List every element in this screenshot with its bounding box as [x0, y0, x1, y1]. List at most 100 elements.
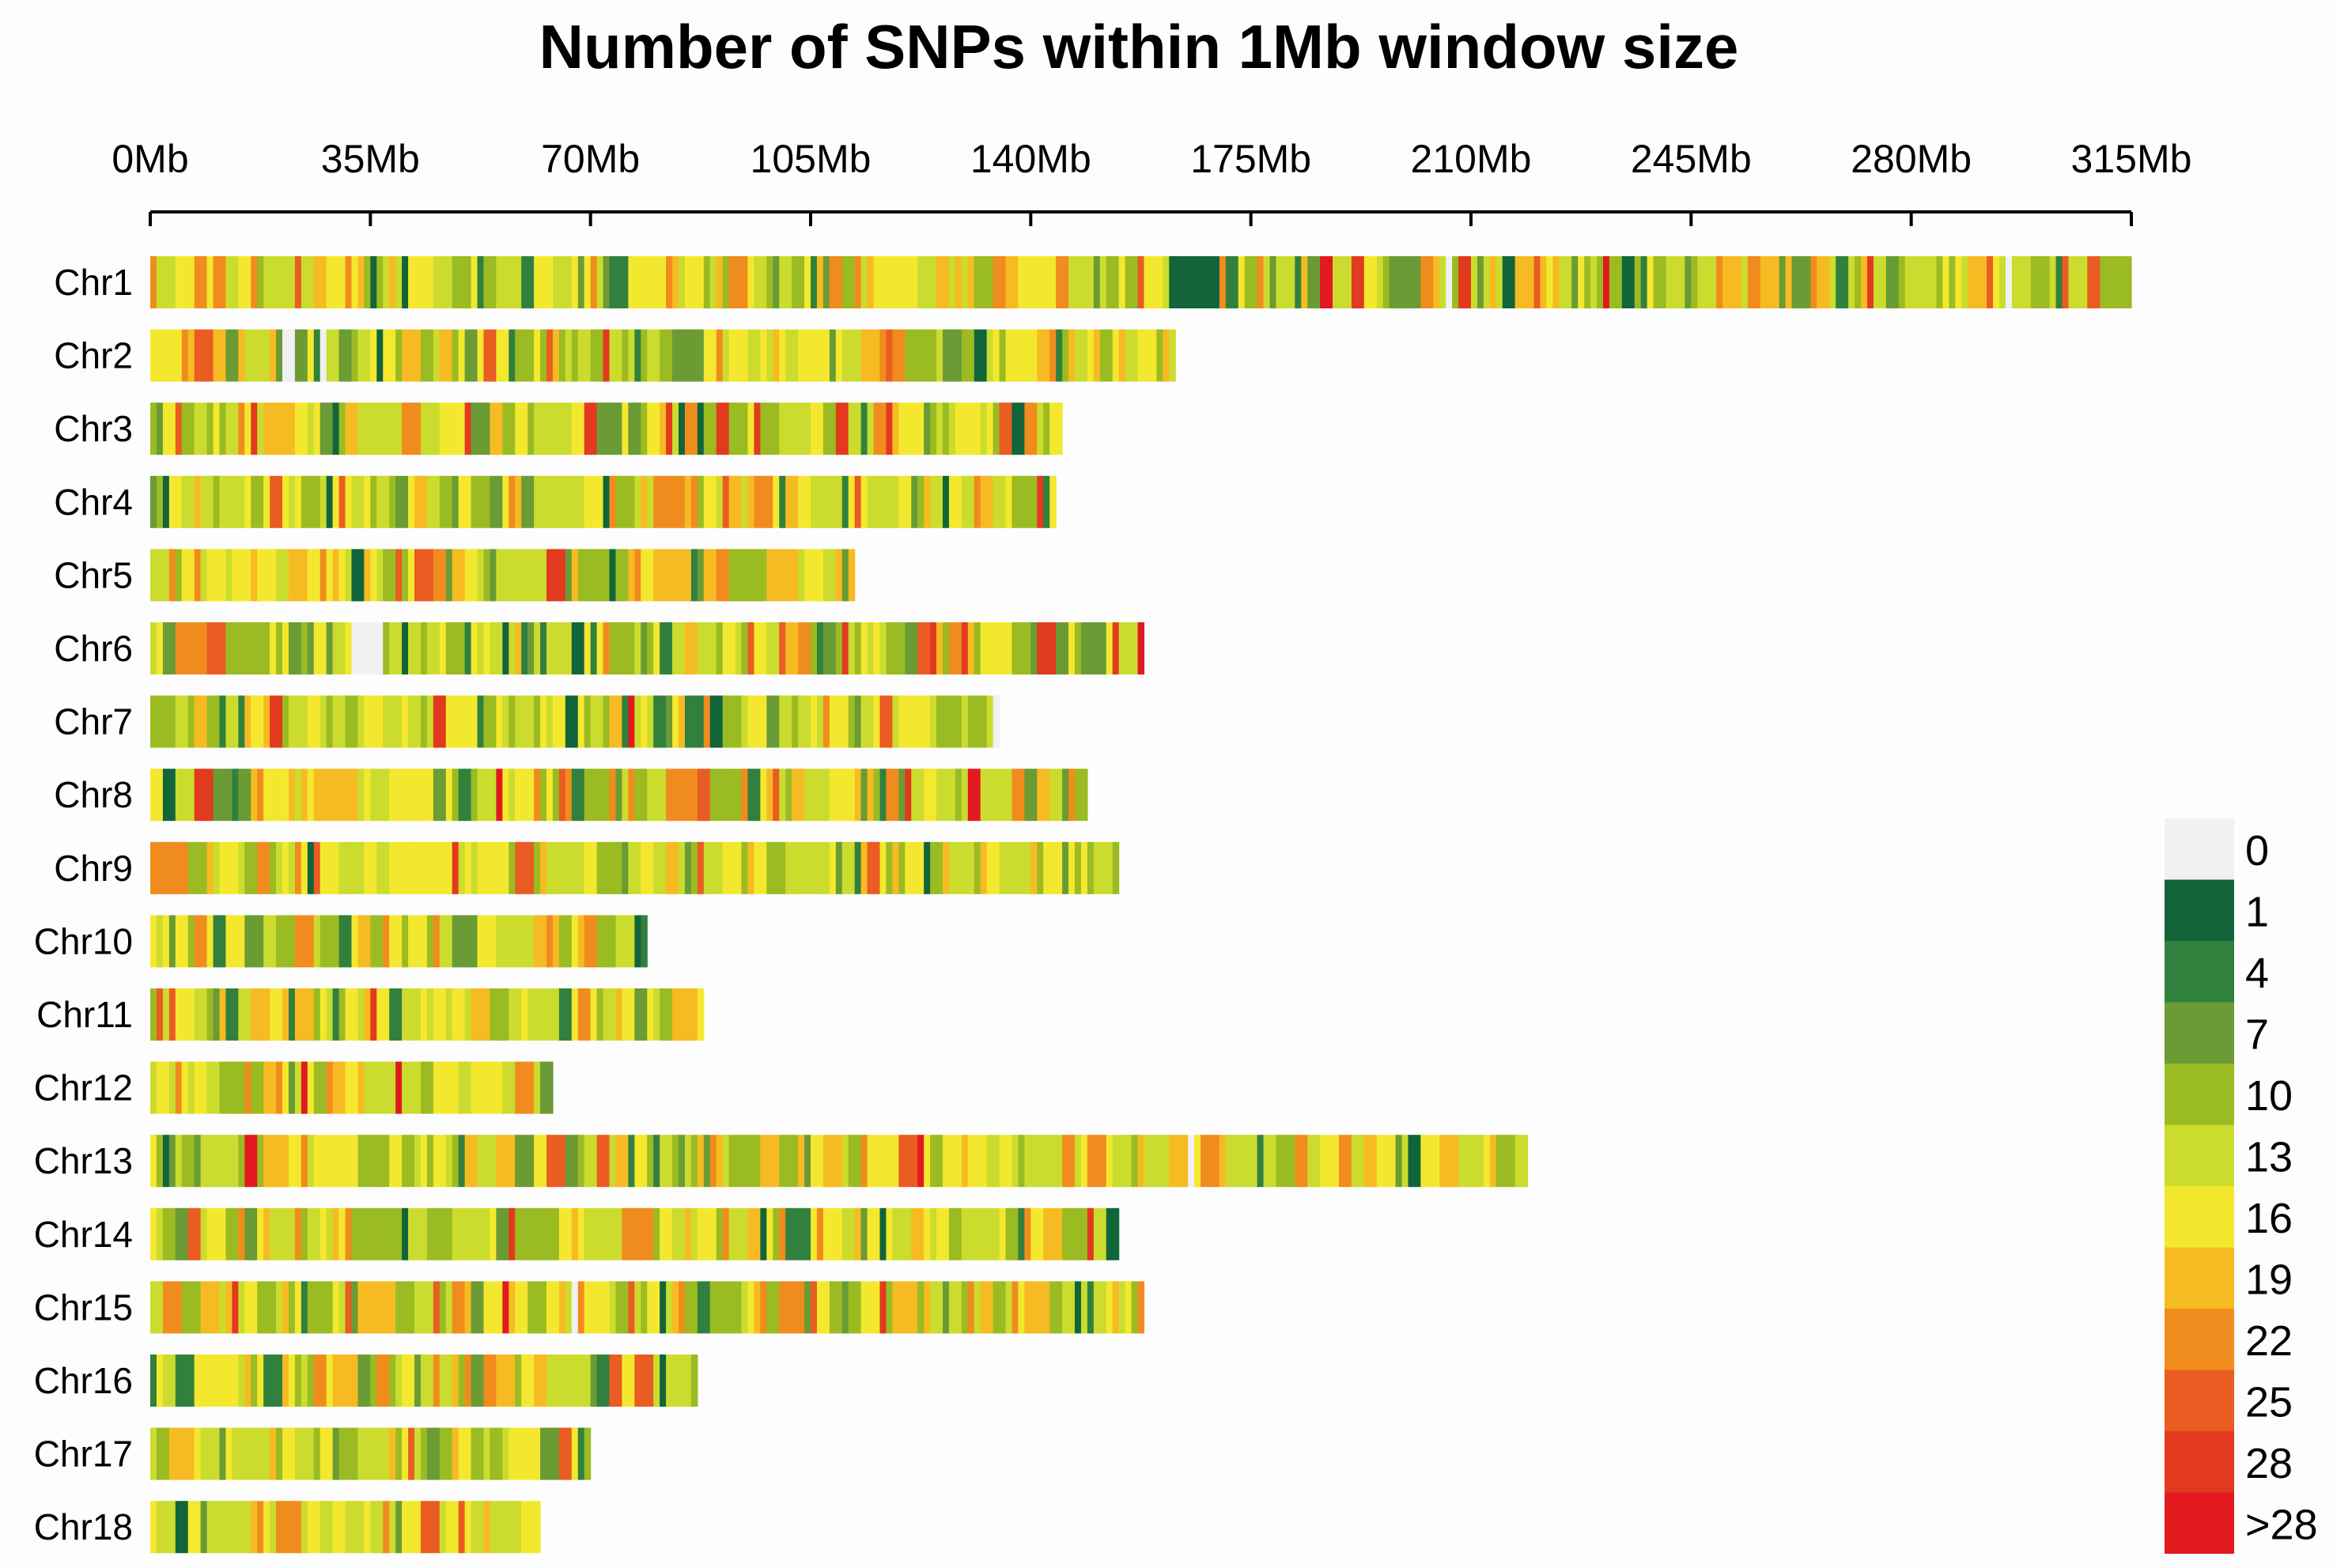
snp-window-cell	[980, 1207, 988, 1260]
snp-window-cell	[458, 1355, 466, 1407]
snp-window-cell	[509, 1281, 516, 1334]
snp-window-cell	[332, 769, 340, 822]
snp-window-cell	[690, 475, 698, 528]
snp-window-cell	[156, 1281, 164, 1334]
snp-window-cell	[301, 1135, 308, 1188]
snp-window-cell	[679, 402, 686, 455]
snp-window-cell	[660, 769, 667, 822]
snp-window-cell	[156, 1501, 164, 1554]
snp-window-cell	[590, 549, 598, 602]
snp-window-cell	[936, 256, 943, 308]
snp-window-cell	[879, 329, 887, 382]
snp-window-cell	[552, 549, 560, 602]
snp-window-cell	[760, 1281, 767, 1334]
snp-window-cell	[502, 988, 509, 1041]
snp-window-cell	[811, 329, 818, 382]
snp-window-cell	[326, 549, 334, 602]
snp-window-cell	[854, 402, 862, 455]
snp-window-cell	[558, 1281, 566, 1334]
snp-window-cell	[426, 475, 434, 528]
snp-window-cell	[1131, 622, 1139, 674]
snp-window-cell	[936, 1135, 943, 1188]
snp-window-cell	[1188, 256, 1195, 308]
snp-window-cell	[320, 1281, 327, 1334]
snp-window-cell	[590, 988, 598, 1041]
snp-window-cell	[615, 769, 623, 822]
snp-window-cell	[483, 475, 491, 528]
snp-window-cell	[860, 769, 868, 822]
snp-window-cell	[930, 769, 937, 822]
snp-window-cell	[1037, 841, 1044, 894]
snp-window-cell	[307, 695, 315, 748]
snp-window-cell	[1011, 622, 1019, 674]
snp-window-cell	[389, 549, 396, 602]
snp-window-cell	[156, 329, 164, 382]
snp-window-cell	[490, 622, 497, 674]
snp-window-cell	[666, 769, 673, 822]
snp-window-cell	[294, 769, 302, 822]
snp-window-cell	[603, 695, 611, 748]
snp-window-cell	[389, 1501, 396, 1554]
snp-window-cell	[338, 622, 346, 674]
snp-window-cell	[534, 1061, 541, 1114]
snp-window-cell	[1011, 1135, 1019, 1188]
snp-window-cell	[936, 841, 943, 894]
snp-window-cell	[766, 1135, 773, 1188]
snp-window-cell	[1295, 1135, 1302, 1188]
snp-window-cell	[603, 988, 611, 1041]
snp-window-cell	[357, 475, 365, 528]
snp-window-cell	[150, 329, 157, 382]
snp-window-cell	[402, 1355, 409, 1407]
snp-window-cell	[546, 1281, 554, 1334]
snp-window-cell	[709, 329, 717, 382]
snp-window-cell	[558, 1207, 566, 1260]
snp-window-cell	[232, 549, 239, 602]
snp-window-cell	[515, 769, 522, 822]
snp-window-cell	[1011, 402, 1019, 455]
snp-window-cell	[571, 329, 579, 382]
snp-window-cell	[502, 549, 509, 602]
snp-window-cell	[1848, 256, 1855, 308]
snp-window-cell	[552, 256, 560, 308]
snp-window-cell	[961, 475, 969, 528]
snp-window-cell	[345, 1281, 353, 1334]
snp-window-cell	[276, 1501, 283, 1554]
snp-window-cell	[565, 915, 573, 968]
snp-window-cell	[502, 1427, 509, 1480]
snp-window-cell	[502, 622, 509, 674]
snp-window-cell	[370, 695, 377, 748]
snp-window-cell	[596, 549, 604, 602]
snp-window-cell	[1030, 329, 1038, 382]
snp-window-cell	[590, 915, 598, 968]
snp-window-cell	[1477, 256, 1484, 308]
snp-window-cell	[307, 622, 315, 674]
snp-window-cell	[496, 256, 503, 308]
snp-window-cell	[364, 1427, 371, 1480]
snp-window-cell	[967, 695, 975, 748]
snp-window-cell	[464, 1207, 472, 1260]
snp-window-cell	[829, 769, 837, 822]
snp-window-cell	[282, 1355, 289, 1407]
legend-swatch	[2165, 1492, 2234, 1554]
snp-window-cell	[666, 695, 673, 748]
snp-window-cell	[1037, 475, 1044, 528]
snp-window-cell	[993, 256, 1000, 308]
snp-window-cell	[679, 622, 686, 674]
snp-window-cell	[439, 1355, 447, 1407]
snp-window-cell	[773, 402, 780, 455]
snp-window-cell	[1075, 1207, 1082, 1260]
snp-window-cell	[521, 841, 528, 894]
snp-window-cell	[841, 841, 849, 894]
snp-window-cell	[1087, 841, 1095, 894]
snp-window-cell	[313, 841, 321, 894]
snp-window-cell	[2081, 256, 2088, 308]
snp-window-cell	[615, 622, 623, 674]
snp-window-cell	[351, 1061, 359, 1114]
snp-window-cell	[257, 475, 264, 528]
snp-window-cell	[1212, 1135, 1220, 1188]
snp-window-cell	[647, 988, 654, 1041]
snp-window-cell	[175, 988, 183, 1041]
chromosome-label: Chr8	[54, 774, 133, 815]
snp-window-cell	[326, 256, 334, 308]
snp-window-cell	[307, 988, 315, 1041]
